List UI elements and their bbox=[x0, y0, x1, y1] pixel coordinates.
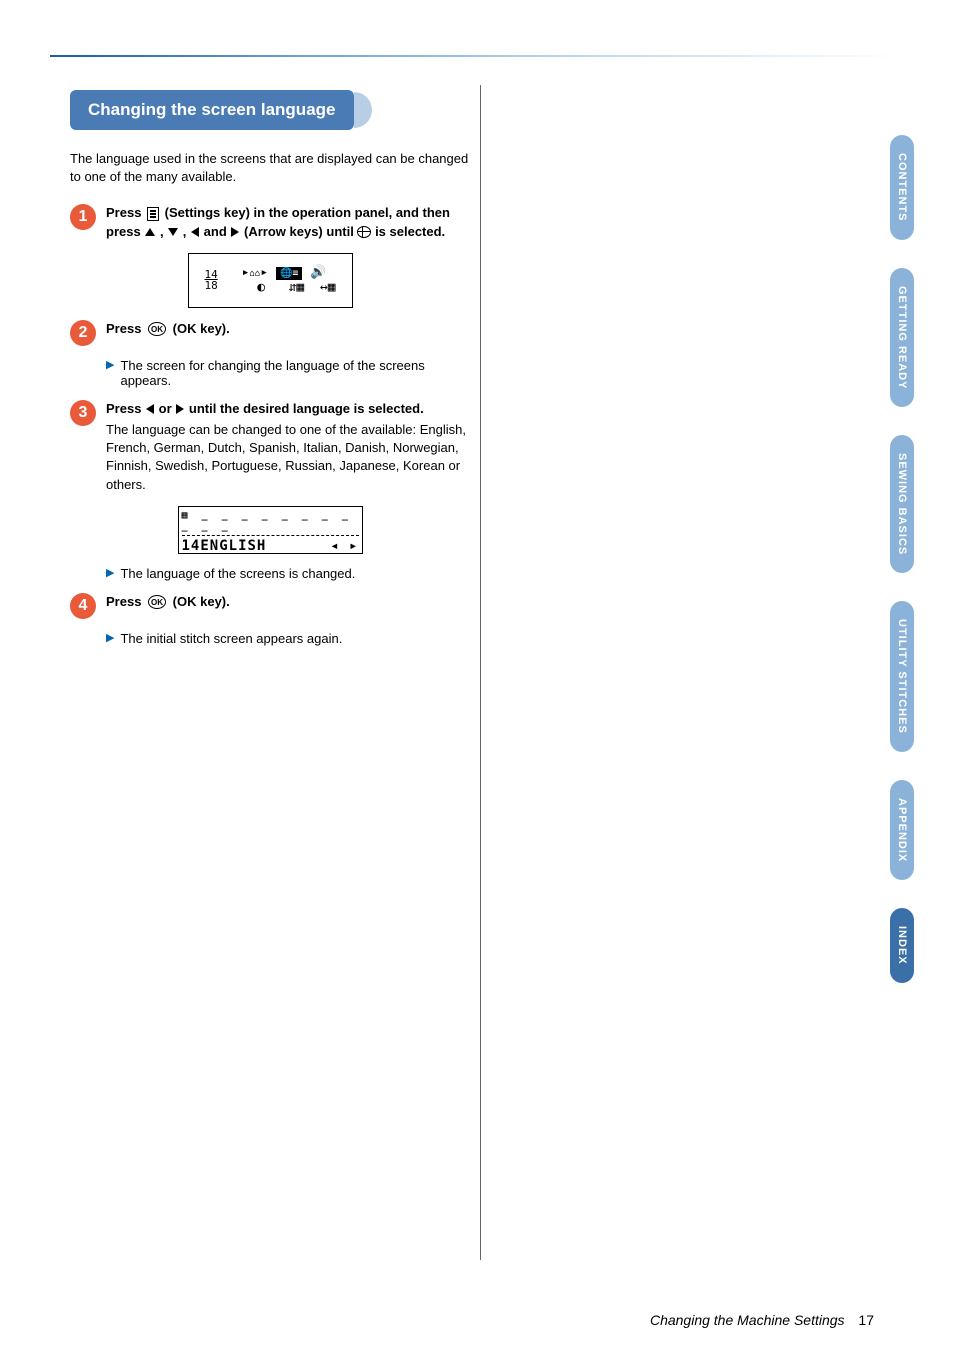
ok-key-icon: OK bbox=[148, 322, 166, 336]
footer-text: Changing the Machine Settings bbox=[650, 1312, 845, 1328]
intro-paragraph: The language used in the screens that ar… bbox=[70, 150, 470, 186]
step4-text-a: Press bbox=[106, 594, 145, 609]
tab-index[interactable]: INDEX bbox=[890, 908, 914, 983]
lcd2-dashes-row: ▦ _ _ _ _ _ _ _ _ _ _ _ bbox=[182, 510, 359, 536]
step1-text-d: , bbox=[183, 224, 190, 239]
step4-text-b: (OK key). bbox=[173, 594, 230, 609]
lcd2-language-value: 14ENGLISH bbox=[182, 538, 267, 554]
step-4-result: ▶ The initial stitch screen appears agai… bbox=[106, 631, 470, 646]
step1-text-a: Press bbox=[106, 205, 145, 220]
lcd-display-1: 1418 ▸⌂⌂▸ 🌐≡ 🔊 ◐ ⇵▦ ↔▦ bbox=[188, 253, 353, 308]
tab-getting-ready[interactable]: GETTING READY bbox=[890, 268, 914, 407]
step-2-result: ▶ The screen for changing the language o… bbox=[106, 358, 470, 388]
arrow-down-icon bbox=[168, 228, 178, 236]
lcd1-icons-row: ▸⌂⌂▸ 🌐≡ 🔊 ◐ ⇵▦ ↔▦ bbox=[242, 265, 336, 295]
step3-body: The language can be changed to one of th… bbox=[106, 421, 470, 494]
tab-sewing-basics[interactable]: SEWING BASICS bbox=[890, 435, 914, 573]
step1-text-c: , bbox=[160, 224, 167, 239]
column-divider bbox=[480, 85, 481, 1260]
step-4: 4 Press OK (OK key). bbox=[70, 593, 470, 619]
step-number-2: 2 bbox=[70, 320, 96, 346]
tab-appendix[interactable]: APPENDIX bbox=[890, 780, 914, 880]
arrow-left-icon-2 bbox=[146, 404, 154, 414]
step3-text-a: Press bbox=[106, 401, 145, 416]
step-number-4: 4 bbox=[70, 593, 96, 619]
lcd-display-2: ▦ _ _ _ _ _ _ _ _ _ _ _ 14ENGLISH ◂ ▸ bbox=[178, 506, 363, 554]
settings-key-icon bbox=[147, 207, 159, 221]
step-1-content: Press (Settings key) in the operation pa… bbox=[106, 204, 470, 240]
main-content: Changing the screen language The languag… bbox=[70, 90, 470, 658]
step2-text-a: Press bbox=[106, 321, 145, 336]
result-arrow-icon: ▶ bbox=[106, 358, 114, 371]
step-3-result: ▶ The language of the screens is changed… bbox=[106, 566, 470, 581]
step-1: 1 Press (Settings key) in the operation … bbox=[70, 204, 470, 240]
result-arrow-icon-3: ▶ bbox=[106, 631, 114, 644]
tab-utility-stitches[interactable]: UTILITY STITCHES bbox=[890, 601, 914, 752]
step-number-1: 1 bbox=[70, 204, 96, 230]
tab-contents[interactable]: CONTENTS bbox=[890, 135, 914, 240]
ok-key-icon-2: OK bbox=[148, 595, 166, 609]
step1-text-g: is selected. bbox=[375, 224, 445, 239]
navigation-tabs: CONTENTS GETTING READY SEWING BASICS UTI… bbox=[890, 135, 918, 1011]
globe-icon bbox=[357, 226, 371, 238]
lcd1-fraction: 1418 bbox=[204, 269, 217, 291]
arrow-right-icon-2 bbox=[176, 404, 184, 414]
step3-text-c: until the desired language is selected. bbox=[189, 401, 424, 416]
step1-text-e: and bbox=[204, 224, 231, 239]
header-gradient-line bbox=[50, 55, 900, 57]
section-title: Changing the screen language bbox=[70, 90, 354, 130]
step3-text-b: or bbox=[159, 401, 176, 416]
step-2: 2 Press OK (OK key). bbox=[70, 320, 470, 346]
step4-result-text: The initial stitch screen appears again. bbox=[120, 631, 342, 646]
lcd2-arrows: ◂ ▸ bbox=[330, 538, 358, 554]
step-3: 3 Press or until the desired language is… bbox=[70, 400, 470, 494]
step2-result-text: The screen for changing the language of … bbox=[120, 358, 470, 388]
step-4-content: Press OK (OK key). bbox=[106, 593, 470, 611]
page-footer: Changing the Machine Settings 17 bbox=[650, 1312, 874, 1328]
arrow-right-icon bbox=[231, 227, 239, 237]
result-arrow-icon-2: ▶ bbox=[106, 566, 114, 579]
step-2-content: Press OK (OK key). bbox=[106, 320, 470, 338]
step3-result-text: The language of the screens is changed. bbox=[120, 566, 355, 581]
arrow-left-icon bbox=[191, 227, 199, 237]
step1-text-f: (Arrow keys) until bbox=[244, 224, 357, 239]
step-3-content: Press or until the desired language is s… bbox=[106, 400, 470, 494]
arrow-up-icon bbox=[145, 228, 155, 236]
step-number-3: 3 bbox=[70, 400, 96, 426]
page-number: 17 bbox=[858, 1312, 874, 1328]
step2-text-b: (OK key). bbox=[173, 321, 230, 336]
